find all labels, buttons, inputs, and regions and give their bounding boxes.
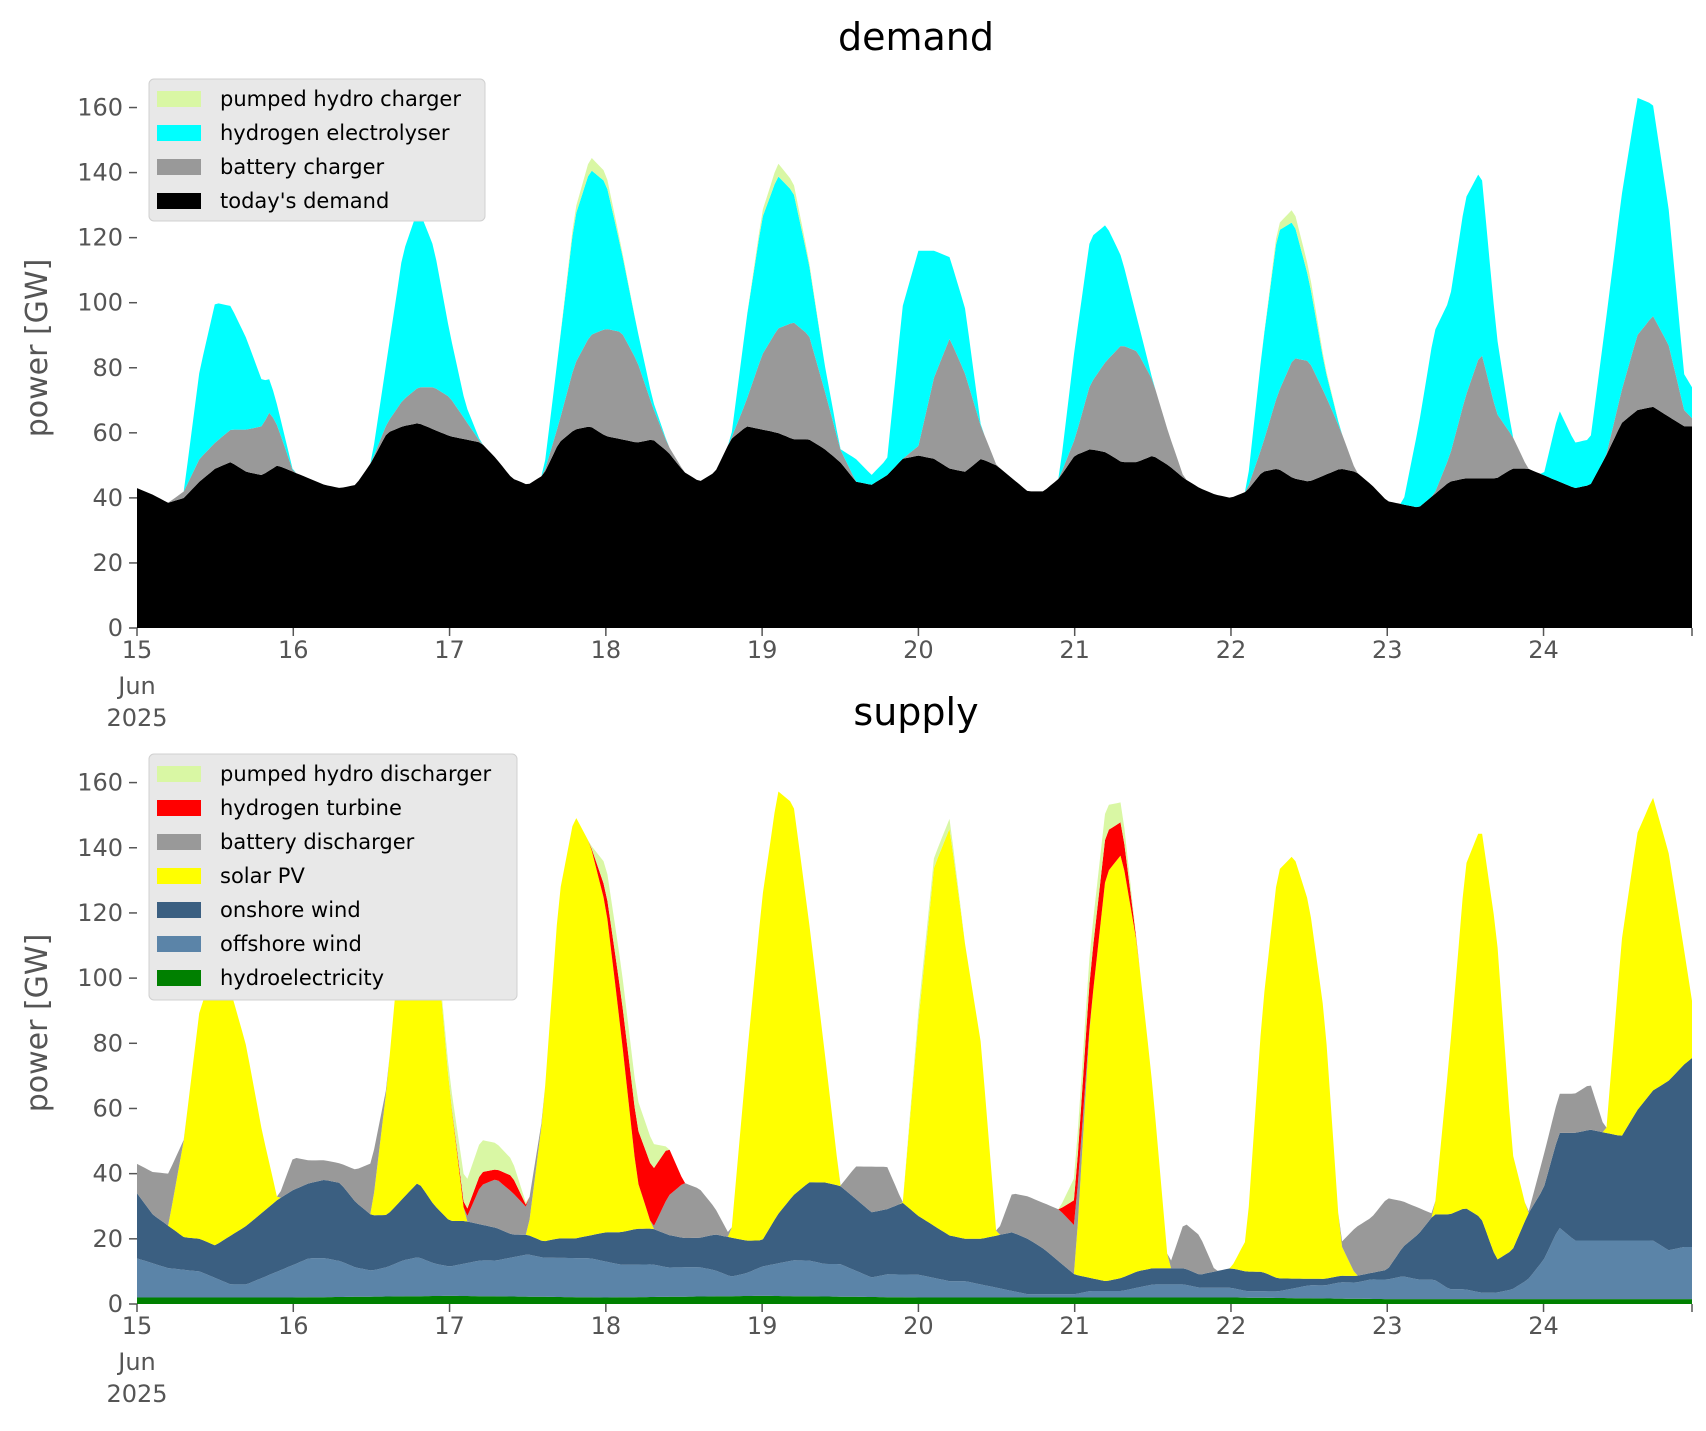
y-tick-label: 140	[77, 834, 123, 862]
y-tick-label: 20	[92, 1225, 123, 1253]
demand-panel: demand 0 20 40 60 80 100 120 140 160 15 Jun 2025 16 1…	[20, 15, 1693, 732]
legend-label-battery-charger: battery charger	[220, 155, 385, 179]
legend-swatch-hydroelectricity	[157, 970, 201, 986]
x-tick-label: 19	[747, 636, 778, 664]
demand-legend: pumped hydro charger hydrogen electrolyse…	[148, 78, 486, 222]
y-tick-label: 140	[77, 159, 123, 187]
demand-y-axis-label: power [GW]	[20, 259, 55, 438]
x-tick-label: 21	[1059, 636, 1090, 664]
x-tick-label: 15	[122, 1312, 153, 1340]
legend-swatch-pumped-hydro-discharger	[157, 766, 201, 782]
legend-swatch-battery-charger	[157, 159, 201, 175]
area-battery-charger	[137, 316, 1692, 508]
x-tick-label: 24	[1528, 636, 1559, 664]
legend-swatch-offshore-wind	[157, 936, 201, 952]
legend-swatch-solar-pv	[157, 868, 201, 884]
x-tick-label: 20	[903, 1312, 934, 1340]
area-onshore-wind	[137, 1058, 1692, 1295]
x-tick-sub-label: Jun	[116, 1348, 156, 1376]
x-tick-label: 17	[434, 1312, 465, 1340]
legend-frame	[148, 78, 486, 222]
legend-swatch-hydrogen-turbine	[157, 800, 201, 816]
supply-y-axis-label: power [GW]	[20, 934, 55, 1113]
x-tick-label: 22	[1216, 636, 1247, 664]
x-tick-label: 22	[1216, 1312, 1247, 1340]
legend-label-pumped-hydro-discharger: pumped hydro discharger	[220, 762, 491, 786]
legend-swatch-today-s-demand	[157, 193, 201, 209]
y-tick-label: 100	[77, 289, 123, 317]
y-tick-label: 40	[92, 484, 123, 512]
x-tick-label: 16	[278, 1312, 309, 1340]
x-tick-label: 18	[591, 1312, 622, 1340]
x-tick-label: 21	[1059, 1312, 1090, 1340]
legend-swatch-pumped-hydro-charger	[157, 91, 201, 107]
y-tick-label: 100	[77, 964, 123, 992]
y-tick-label: 80	[92, 354, 123, 382]
supply-chart-title: supply	[853, 690, 978, 734]
x-tick-label: 15	[122, 636, 153, 664]
x-tick-label: 17	[434, 636, 465, 664]
legend-label-hydrogen-electrolyser: hydrogen electrolyser	[220, 121, 450, 145]
legend-label-today-s-demand: today's demand	[220, 189, 389, 213]
x-tick-label: 23	[1372, 1312, 1403, 1340]
y-tick-label: 40	[92, 1160, 123, 1188]
y-tick-label: 160	[77, 769, 123, 797]
y-tick-label: 160	[77, 94, 123, 122]
x-tick-sub-label: Jun	[116, 672, 156, 700]
x-tick-sub-label: 2025	[106, 704, 167, 732]
y-tick-label: 0	[108, 1290, 123, 1318]
x-tick-sub-label: 2025	[106, 1380, 167, 1408]
x-tick-label: 24	[1528, 1312, 1559, 1340]
x-tick-label: 16	[278, 636, 309, 664]
x-tick-label: 19	[747, 1312, 778, 1340]
legend-label-pumped-hydro-charger: pumped hydro charger	[220, 87, 461, 111]
y-tick-label: 60	[92, 419, 123, 447]
legend-swatch-hydrogen-electrolyser	[157, 125, 201, 141]
legend-label-solar-pv: solar PV	[220, 864, 305, 888]
y-tick-label: 0	[108, 614, 123, 642]
y-tick-label: 80	[92, 1029, 123, 1057]
y-tick-label: 120	[77, 899, 123, 927]
legend-swatch-battery-discharger	[157, 834, 201, 850]
legend-frame	[148, 753, 518, 1001]
area-today-s-demand	[137, 406, 1692, 628]
demand-chart-title: demand	[838, 15, 994, 59]
legend-label-offshore-wind: offshore wind	[220, 932, 362, 956]
supply-panel: supply 0 20 40 60 80 100 120 140 160 15 Jun 2025 16 1…	[20, 690, 1693, 1408]
area-hydroelectricity	[137, 1295, 1692, 1304]
x-tick-label: 18	[591, 636, 622, 664]
legend-swatch-onshore-wind	[157, 902, 201, 918]
x-tick-label: 20	[903, 636, 934, 664]
y-tick-label: 120	[77, 224, 123, 252]
legend-label-hydroelectricity: hydroelectricity	[220, 966, 384, 990]
supply-legend: pumped hydro discharger hydrogen turbine b…	[148, 753, 518, 1001]
area-offshore-wind	[137, 1228, 1692, 1300]
legend-label-hydrogen-turbine: hydrogen turbine	[220, 796, 402, 820]
area-hydrogen-electrolyser	[137, 97, 1692, 508]
y-tick-label: 60	[92, 1094, 123, 1122]
y-tick-label: 20	[92, 549, 123, 577]
x-tick-label: 23	[1372, 636, 1403, 664]
legend-label-battery-discharger: battery discharger	[220, 830, 415, 854]
legend-label-onshore-wind: onshore wind	[220, 898, 361, 922]
area-solar-pv	[137, 791, 1692, 1281]
